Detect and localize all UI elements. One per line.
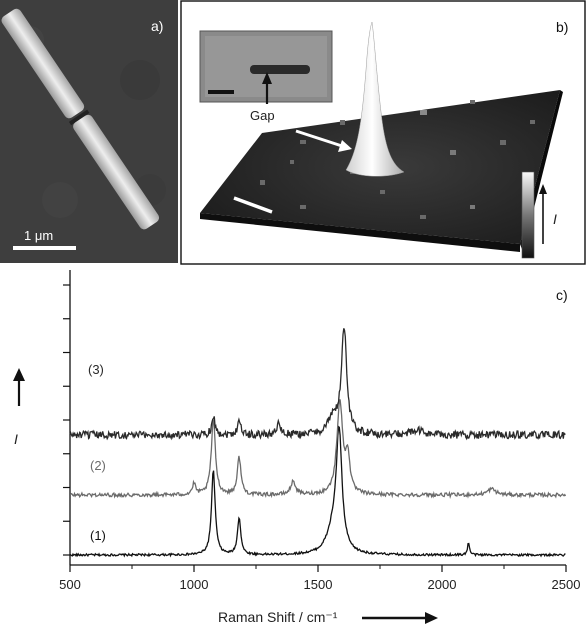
colorbar-label: I — [553, 211, 557, 227]
panel-a: a) 1 μm — [0, 0, 178, 263]
sers-hotspot-peak — [345, 21, 405, 177]
spectrum-line-3 — [69, 328, 566, 441]
panel-c: c) 500 1000 1500 2000 2500 (1) (2) (3) I Raman… — [13, 270, 580, 625]
panel-a-label: a) — [151, 18, 163, 34]
colorbar-arrow — [539, 184, 547, 244]
inset-image — [199, 30, 333, 103]
spectrum-line-1 — [69, 425, 566, 558]
x-tick-label: 2500 — [552, 577, 581, 592]
colorbar — [521, 171, 535, 259]
hotspot-arrow — [295, 129, 352, 152]
scale-bar-label: 1 μm — [24, 228, 53, 243]
panel-c-label: c) — [556, 287, 568, 303]
gap-label: Gap — [250, 108, 275, 123]
x-tick-label: 500 — [59, 577, 81, 592]
series-label-1: (1) — [90, 528, 106, 543]
series-label-3: (3) — [88, 362, 104, 377]
x-ticks: 500 1000 1500 2000 2500 — [59, 565, 580, 592]
panel-b-label: b) — [556, 19, 568, 35]
spectra: (1) (2) (3) — [69, 328, 567, 558]
afm-surface-edge — [200, 213, 520, 252]
x-tick-label: 1000 — [180, 577, 209, 592]
panel-b: Gap b) I — [180, 0, 586, 265]
gap-arrow — [262, 72, 272, 104]
scale-bar — [13, 246, 76, 250]
nanorod-image — [1, 8, 160, 230]
intensity-arrow — [13, 368, 25, 406]
panel-b-scale-bar — [233, 196, 273, 214]
y-axis-label: I — [14, 431, 18, 447]
x-axis-arrow — [362, 612, 438, 624]
y-ticks — [63, 284, 70, 556]
x-tick-label: 1500 — [304, 577, 333, 592]
x-axis-label: Raman Shift / cm⁻¹ — [218, 609, 338, 625]
x-tick-label: 2000 — [428, 577, 457, 592]
series-label-2: (2) — [90, 458, 106, 473]
spectrum-line-2 — [70, 399, 567, 499]
